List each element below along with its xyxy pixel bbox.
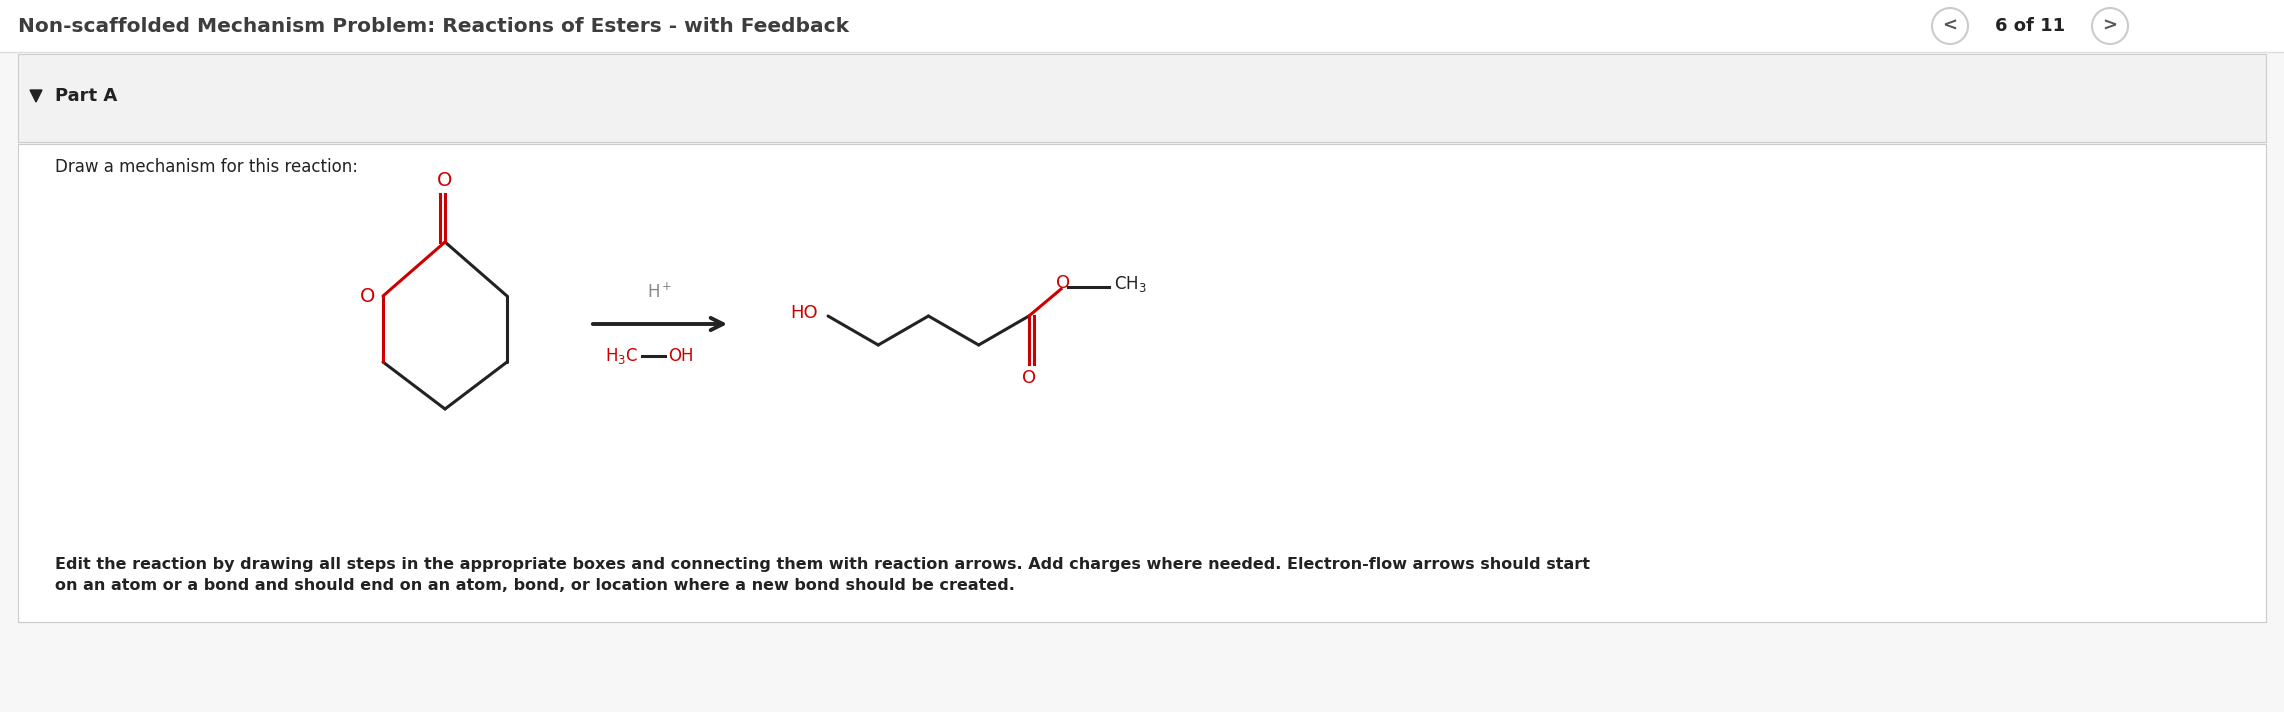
- Text: H$_3$C: H$_3$C: [605, 346, 637, 366]
- Text: <: <: [1941, 17, 1957, 35]
- Text: O: O: [1021, 369, 1037, 387]
- Bar: [18, 144, 2266, 622]
- Text: Draw a mechanism for this reaction:: Draw a mechanism for this reaction:: [55, 158, 359, 176]
- Text: H$^+$: H$^+$: [646, 283, 674, 302]
- Bar: [0, 0, 2284, 52]
- Text: >: >: [2104, 17, 2117, 35]
- Text: O: O: [361, 286, 375, 305]
- Text: O: O: [1055, 274, 1071, 292]
- Text: CH$_3$: CH$_3$: [1115, 274, 1147, 294]
- Text: Non-scaffolded Mechanism Problem: Reactions of Esters - with Feedback: Non-scaffolded Mechanism Problem: Reacti…: [18, 16, 850, 36]
- Polygon shape: [30, 90, 41, 102]
- Text: on an atom or a bond and should end on an atom, bond, or location where a new bo: on an atom or a bond and should end on a…: [55, 578, 1014, 594]
- Text: O: O: [436, 170, 452, 189]
- Text: 6 of 11: 6 of 11: [1994, 17, 2065, 35]
- Text: HO: HO: [790, 304, 818, 322]
- Bar: [18, 54, 2266, 142]
- Text: Part A: Part A: [55, 87, 116, 105]
- Text: Edit the reaction by drawing all steps in the appropriate boxes and connecting t: Edit the reaction by drawing all steps i…: [55, 557, 1590, 572]
- Text: OH: OH: [667, 347, 694, 365]
